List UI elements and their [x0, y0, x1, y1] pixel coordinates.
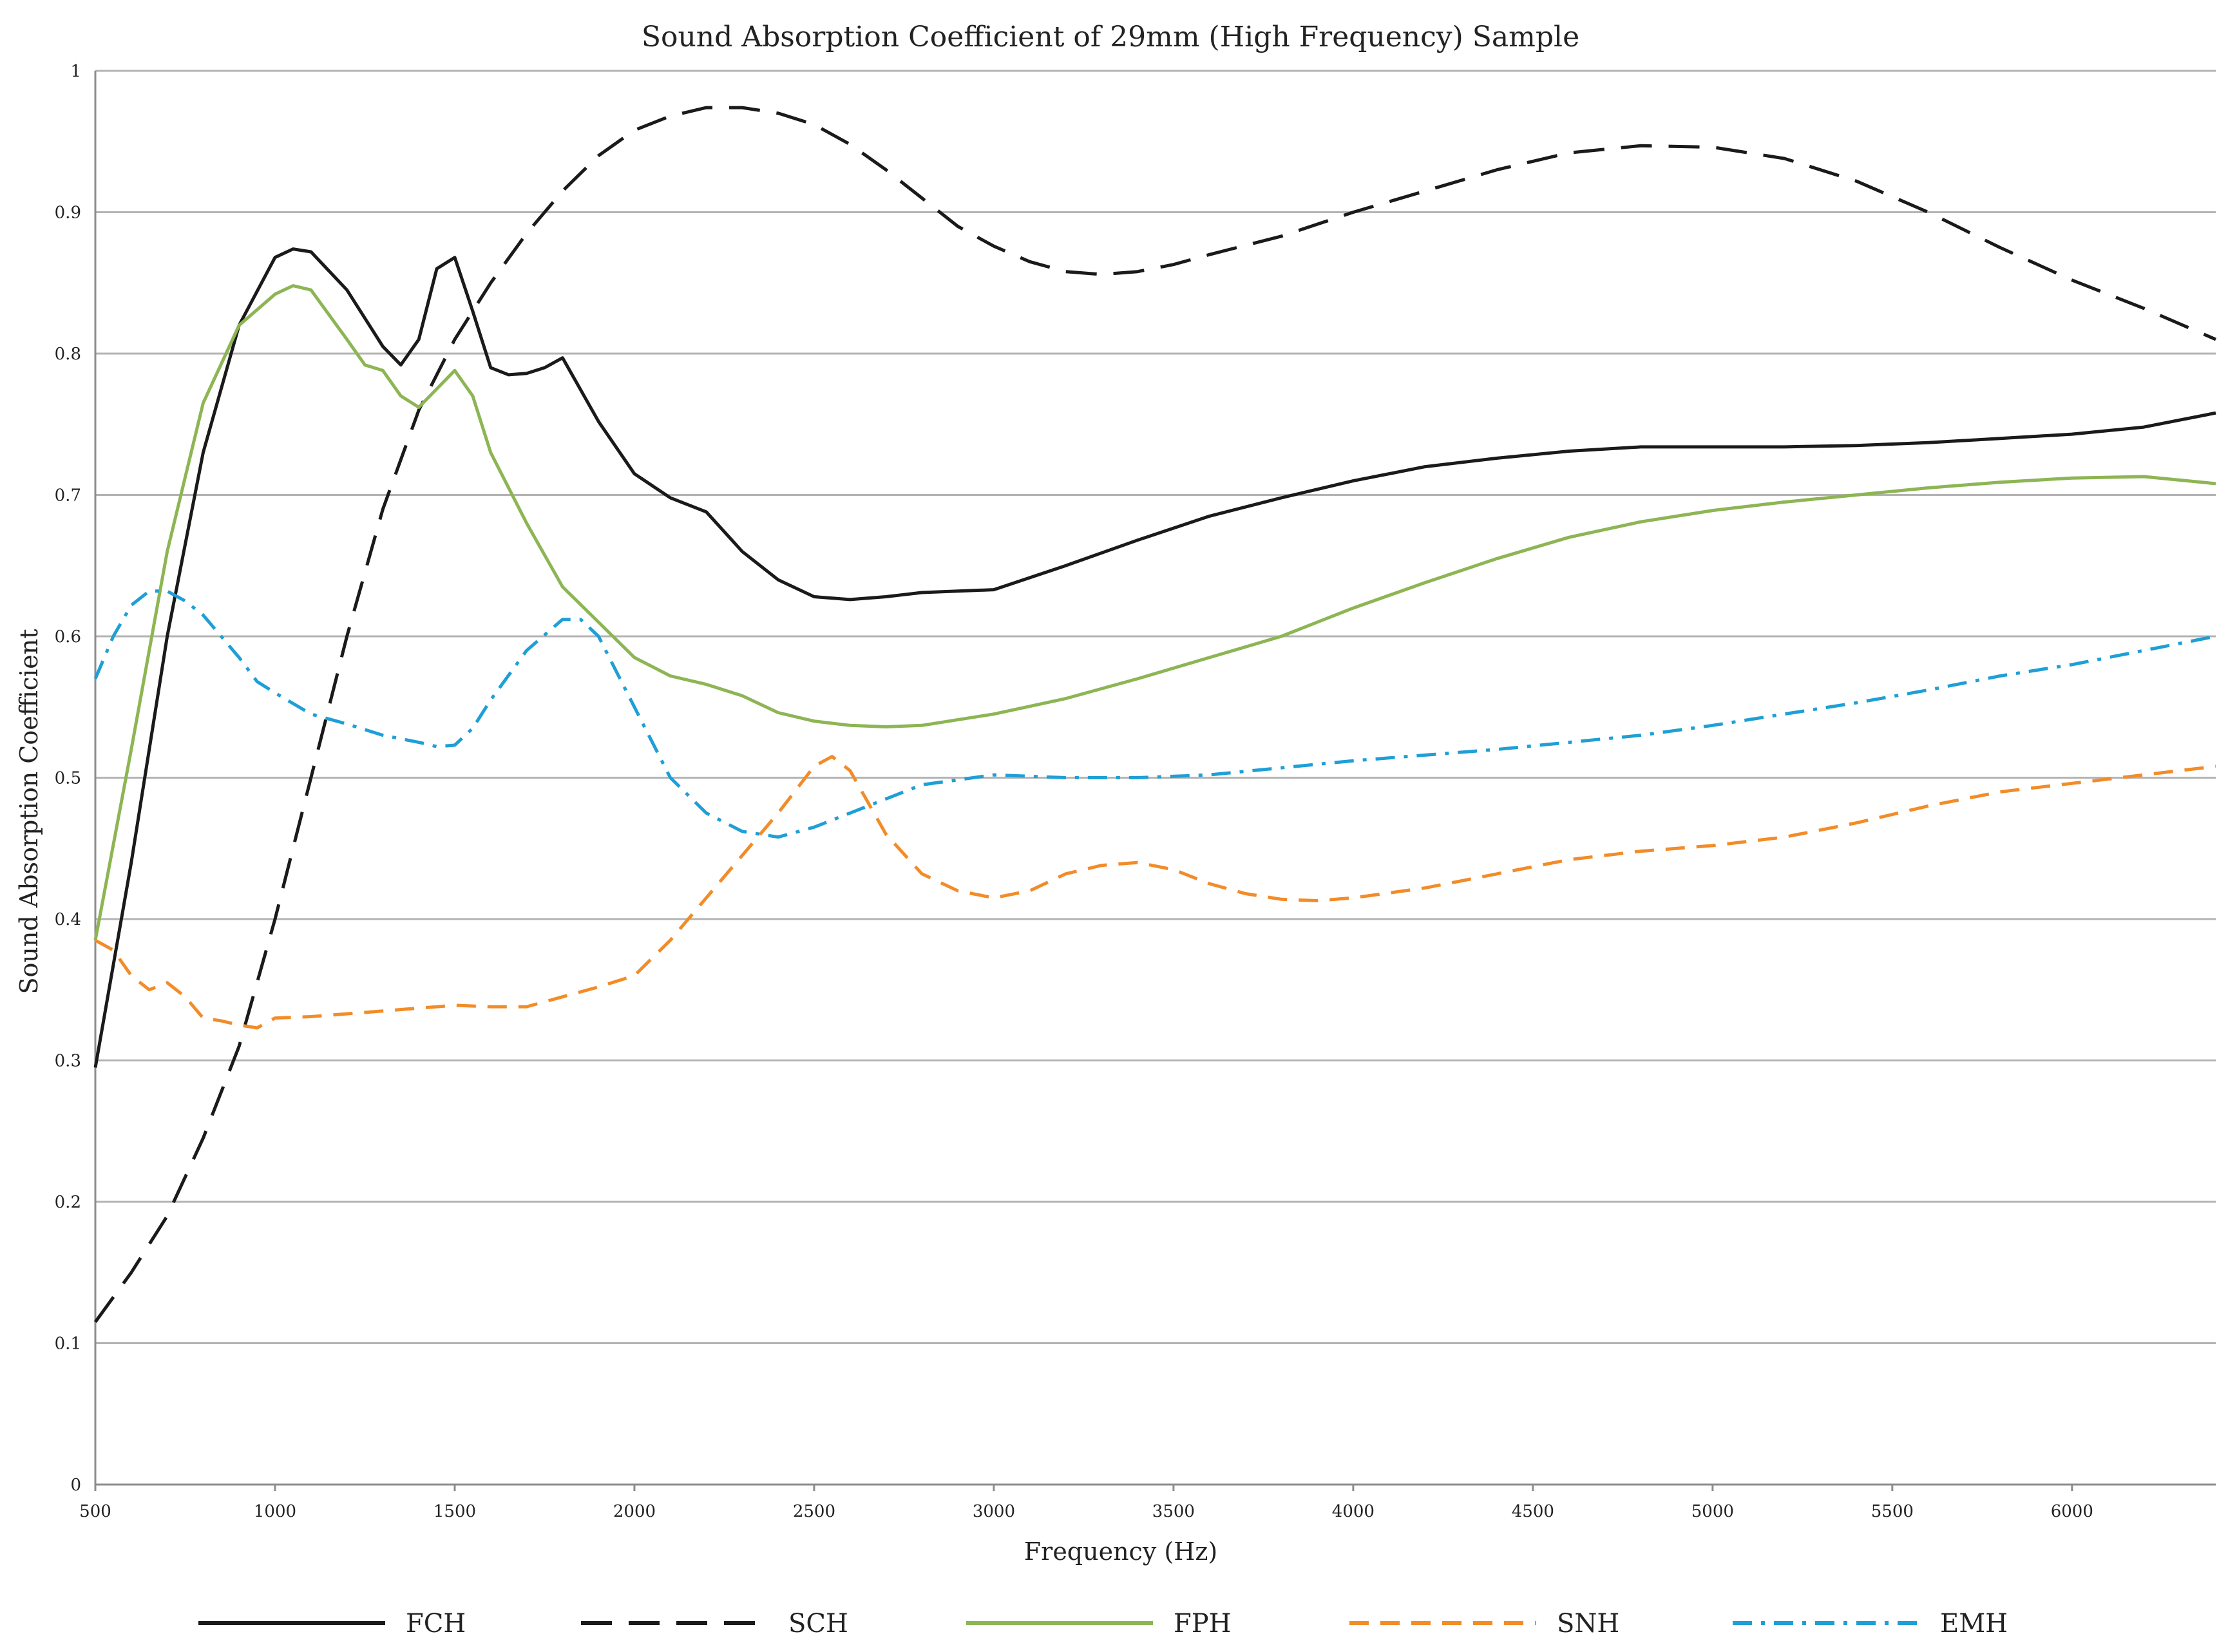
series-line-snh [94, 755, 2216, 1030]
x-tick-label: 3000 [973, 1502, 1015, 1521]
legend-label-fch: FCH [406, 1609, 466, 1638]
y-tick-label: 1 [70, 62, 81, 81]
y-tick-label: 0 [70, 1476, 81, 1495]
x-tick-label: 5000 [1691, 1502, 1734, 1521]
x-tick-label: 4500 [1512, 1502, 1554, 1521]
x-tick-label: 1500 [433, 1502, 476, 1521]
y-tick-label: 0.2 [55, 1193, 81, 1212]
legend-label-snh: SNH [1557, 1609, 1619, 1638]
y-tick-label: 0.5 [55, 769, 81, 788]
y-tick-label: 0.8 [55, 345, 81, 364]
grid [95, 70, 2216, 1344]
x-tick-label: 500 [79, 1502, 111, 1521]
x-tick-label: 2500 [793, 1502, 835, 1521]
series-line-emh [93, 589, 2216, 839]
y-tick-label: 0.6 [55, 627, 81, 647]
x-tick-label: 3500 [1152, 1502, 1195, 1521]
x-tick-label: 6000 [2051, 1502, 2093, 1521]
legend-label-emh: EMH [1940, 1609, 2008, 1638]
x-axis-label: Frequency (Hz) [1024, 1537, 1217, 1566]
y-tick-label: 0.4 [55, 910, 81, 929]
x-tick-label: 5500 [1871, 1502, 1914, 1521]
series-line-fph [93, 284, 2216, 941]
y-tick-label: 0.3 [55, 1052, 81, 1071]
series-line-fch [93, 247, 2216, 1068]
x-tick-label: 2000 [613, 1502, 656, 1521]
y-tick-label: 0.1 [55, 1334, 81, 1354]
y-tick-label: 0.7 [55, 486, 81, 506]
series-line-sch [93, 106, 2216, 1324]
legend-label-fph: FPH [1174, 1609, 1232, 1638]
x-tick-label: 1000 [254, 1502, 296, 1521]
legend: FCH SCH FPH SNH EMH [198, 1609, 2008, 1638]
legend-label-sch: SCH [788, 1609, 848, 1638]
y-tick-label: 0.9 [55, 204, 81, 223]
axes [94, 71, 2216, 1491]
chart-title: Sound Absorption Coefficient of 29mm (Hi… [642, 21, 1579, 53]
x-tick-label: 4000 [1332, 1502, 1375, 1521]
series-lines [93, 106, 2216, 1324]
y-axis-label: Sound Absorption Coefficient [15, 629, 43, 994]
